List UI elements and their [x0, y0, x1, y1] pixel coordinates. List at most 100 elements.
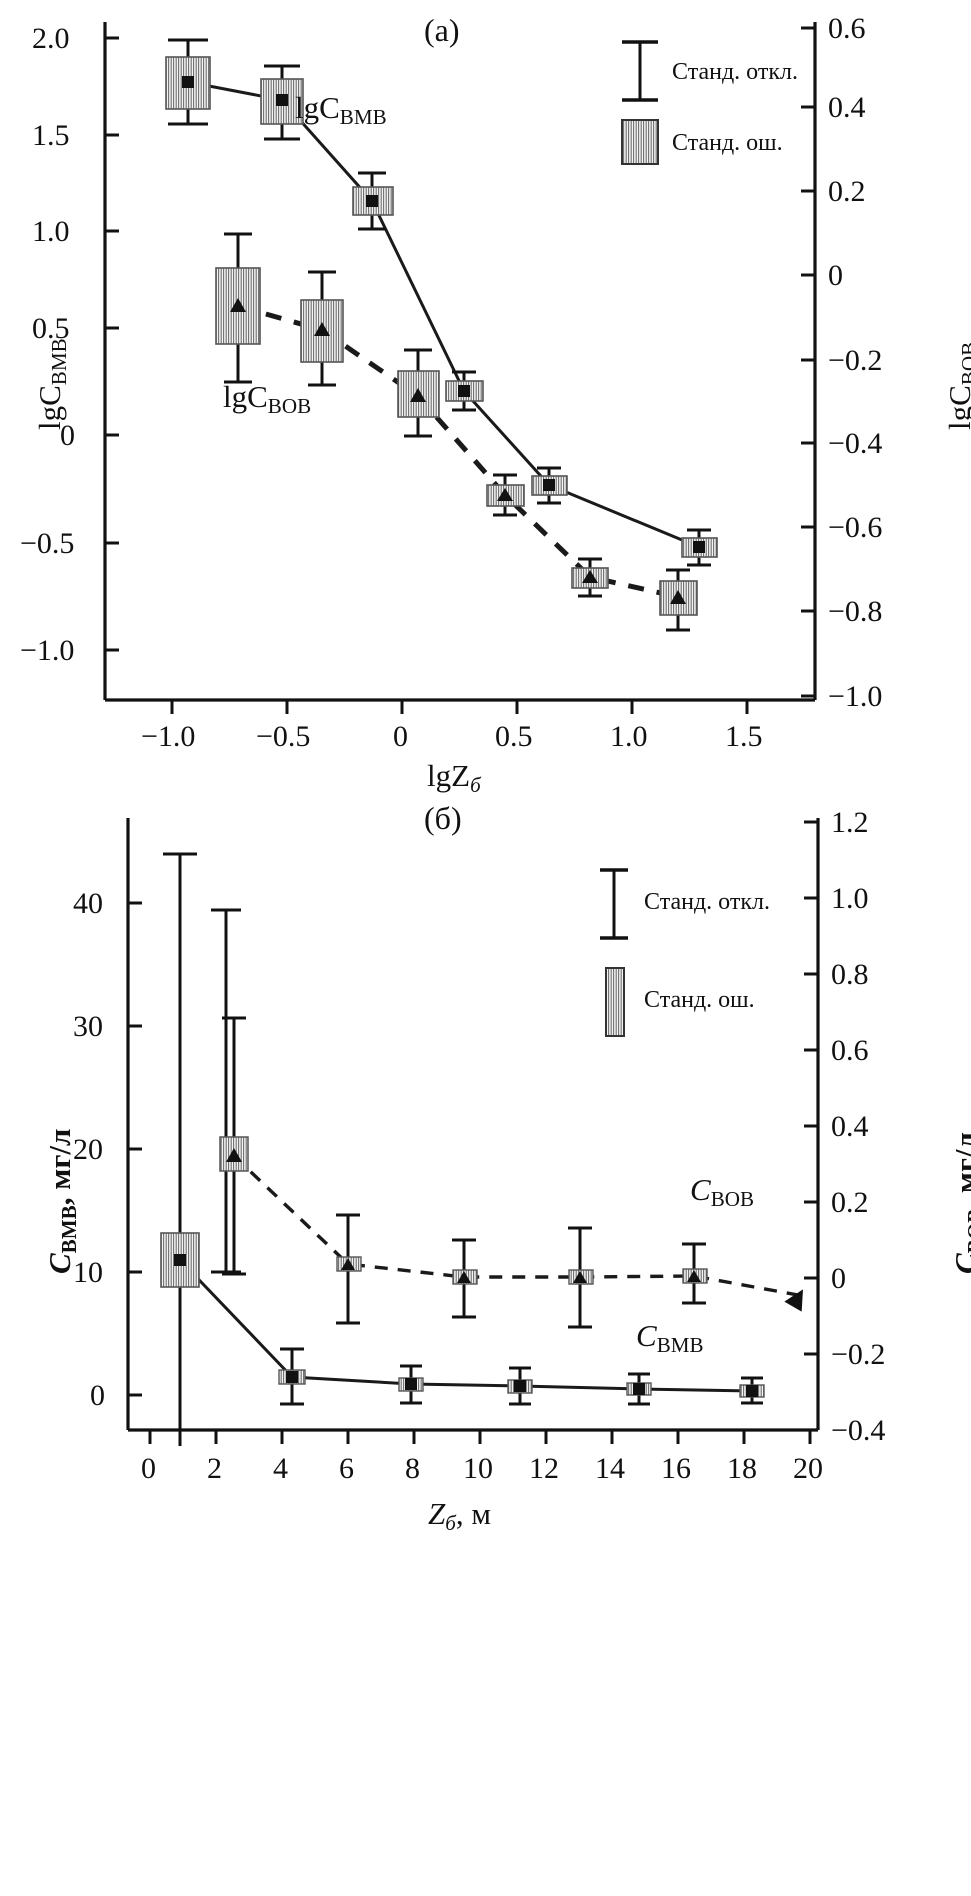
panel-b-x-axis-title: Zб, м	[428, 1498, 491, 1534]
panel-a-plot	[103, 22, 817, 714]
panel-a-x-axis-title-sub: б	[470, 772, 481, 797]
series-c-bmb	[160, 852, 765, 1446]
legend-panel-b	[600, 868, 628, 1037]
panel-a-ytick-0: 2.0	[32, 22, 70, 55]
datapoint-errorbar	[571, 557, 609, 598]
panel-b-series-label-bmb-sub: ВМВ	[656, 1332, 704, 1357]
series-lgc-bob	[215, 232, 698, 632]
panel-b-ytick-2: 20	[73, 1133, 103, 1166]
panel-b-series-label-bob: CВОВ	[690, 1174, 754, 1210]
legend-std-err-icon	[605, 967, 625, 1037]
panel-a-y2-axis-title-sub: ВОВ	[956, 341, 971, 386]
panel-a-xtick-0: −1.0	[141, 720, 196, 753]
panel-a-ytick-3: 0.5	[32, 312, 70, 345]
panel-b-series-label-bob-sub: ВОВ	[710, 1186, 755, 1211]
datapoint-errorbar	[352, 171, 394, 231]
panel-a-xtick-5: 1.5	[725, 720, 763, 753]
panel-b-xtick-0: 0	[141, 1452, 156, 1485]
panel-a-ytick-4: 0	[60, 419, 75, 452]
panel-b-y2-axis-title-sub: ВОВ	[962, 1208, 971, 1254]
panel-a-y2tick-8: −1.0	[828, 680, 883, 713]
series-lgc-bmb	[165, 38, 718, 567]
panel-a-y-axis-title-sub: ВМВ	[46, 338, 71, 386]
datapoint-errorbar	[219, 1016, 249, 1276]
panel-b-y-axis-title: CВМВ, мг/л	[42, 1129, 81, 1274]
panel-a-y2tick-5: −0.4	[828, 427, 883, 460]
datapoint-errorbar	[260, 64, 304, 141]
panel-b-xtick-10: 20	[793, 1452, 823, 1485]
panel-a-right-ticks	[801, 26, 815, 698]
datapoint-errorbar	[300, 270, 344, 387]
panel-b-y2tick-5: 0.2	[831, 1186, 869, 1219]
panel-b-x-axis-title-sub: б	[445, 1510, 456, 1535]
panel-a-y2tick-6: −0.6	[828, 511, 883, 544]
panel-b-y-axis-title-main: C	[42, 1253, 77, 1274]
panel-a-series-label-bmb-main: lgC	[295, 90, 340, 125]
panel-a: (а) 2.0 1.5 1.0 0.5 0 −0.5 −1.0 0.6 0.4 …	[0, 0, 971, 796]
panel-a-series-label-bob-sub: ВОВ	[267, 393, 312, 418]
panel-b-xtick-8: 16	[661, 1452, 691, 1485]
panel-a-legend-std-dev-label: Станд. откл.	[672, 59, 798, 85]
panel-b-ytick-0: 40	[73, 887, 103, 920]
panel-a-ytick-5: −0.5	[20, 527, 75, 560]
panel-a-xtick-1: −0.5	[256, 720, 311, 753]
panel-b-xtick-2: 4	[273, 1452, 288, 1485]
panel-a-series-label-bob-main: lgC	[223, 379, 268, 414]
arrowhead-marker	[784, 1289, 803, 1312]
panel-b-y2tick-8: −0.4	[831, 1414, 886, 1447]
panel-b-xtick-6: 12	[529, 1452, 559, 1485]
panel-b-title: (б)	[424, 800, 462, 836]
panel-b-y2tick-1: 1.0	[831, 882, 869, 915]
datapoint-errorbar	[397, 348, 440, 438]
panel-b-x-axis-title-main: Z	[428, 1496, 446, 1531]
panel-b-y2tick-3: 0.6	[831, 1034, 869, 1067]
panel-a-y2tick-1: 0.4	[828, 91, 866, 124]
panel-b-y2tick-7: −0.2	[831, 1338, 886, 1371]
panel-b-y2-axis-title: CВОВ, мг/л	[948, 1132, 971, 1274]
panel-a-title: (а)	[424, 12, 460, 48]
panel-b-y2tick-0: 1.2	[831, 806, 869, 839]
panel-b-xtick-7: 14	[595, 1452, 625, 1485]
panel-b-y2-axis-title-main: C	[948, 1253, 971, 1274]
panel-b-y2tick-2: 0.8	[831, 958, 869, 991]
panel-a-series-label-bob: lgCВОВ	[223, 381, 311, 417]
panel-b-legend-std-dev-label: Станд. откл.	[644, 889, 770, 915]
panel-a-left-ticks	[105, 36, 119, 652]
panel-b-ytick-4: 0	[90, 1379, 105, 1412]
panel-a-x-axis-title-main: lgZ	[427, 758, 471, 793]
panel-b-series-label-bob-main: C	[690, 1172, 711, 1207]
panel-a-series-label-bmb: lgCВМВ	[295, 92, 387, 128]
panel-b-xtick-4: 8	[405, 1452, 420, 1485]
panel-a-ytick-6: −1.0	[20, 634, 75, 667]
panel-a-xtick-2: 0	[393, 720, 408, 753]
panel-b-plot	[126, 818, 820, 1446]
panel-b-xtick-5: 10	[463, 1452, 493, 1485]
panel-b-x-axis-title-unit: , м	[455, 1496, 491, 1531]
datapoint-errorbar	[568, 1226, 594, 1329]
panel-a-y2tick-0: 0.6	[828, 12, 866, 45]
panel-a-y-axis-title: lgCВМВ	[32, 338, 71, 430]
series-c-bob	[219, 1016, 803, 1329]
panel-b-y-axis-title-sub: ВМВ	[56, 1205, 81, 1254]
panel-b-x-ticks	[148, 1430, 812, 1444]
panel-a-y2-axis-title-main: lgC	[942, 385, 971, 430]
datapoint-errorbar	[165, 38, 211, 126]
datapoint-errorbar	[452, 1238, 478, 1319]
panel-b-left-ticks	[128, 901, 142, 1397]
datapoint-errorbar	[682, 1242, 708, 1305]
panel-a-ytick-1: 1.5	[32, 119, 70, 152]
panel-b-ytick-1: 30	[73, 1010, 103, 1043]
datapoint-errorbar	[278, 1347, 306, 1406]
panel-b-xtick-3: 6	[339, 1452, 354, 1485]
datapoint-errorbar	[211, 908, 241, 1274]
panel-a-y-axis-title-main: lgC	[32, 385, 67, 430]
panel-a-legend-std-err-label: Станд. ош.	[672, 130, 783, 156]
datapoint-errorbar	[486, 473, 525, 517]
datapoint-errorbar	[531, 466, 568, 505]
panel-a-y2-axis-title: lgCВОВ	[942, 341, 971, 430]
panel-a-x-axis-title: lgZб	[427, 760, 481, 796]
datapoint-errorbar	[445, 370, 484, 412]
panel-b-right-ticks	[804, 820, 818, 1432]
datapoint-errorbar	[739, 1376, 765, 1405]
